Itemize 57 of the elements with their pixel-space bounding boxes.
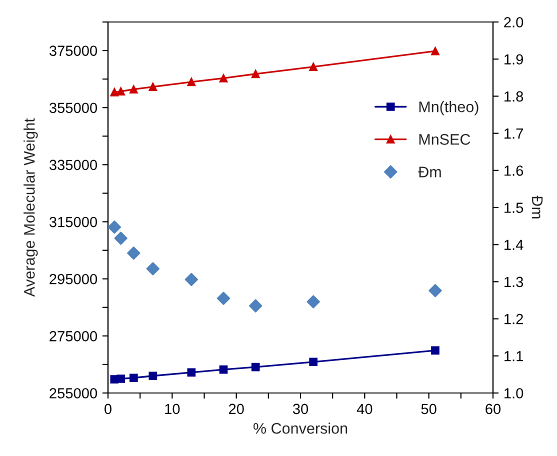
y-tick-label: 275000 <box>50 331 98 342</box>
point <box>127 246 140 260</box>
y-tick-label: 335000 <box>49 160 98 170</box>
x-tick-label: 20 <box>228 404 244 414</box>
point <box>116 374 125 383</box>
y2-tick-label: 1.5 <box>504 202 524 213</box>
y2-axis-title: Đm <box>532 196 543 218</box>
point <box>108 220 122 234</box>
y2-tick-label: 1.8 <box>504 91 524 102</box>
point <box>251 70 260 78</box>
point <box>251 362 260 372</box>
point <box>116 87 125 96</box>
point <box>148 82 158 91</box>
y-axis-title: Average Molecular Weight <box>24 118 38 297</box>
y2-tick-label: 2.0 <box>504 17 524 28</box>
legend-label: MnSEC <box>419 134 470 145</box>
legend-label: Mn(theo) <box>419 101 478 116</box>
y-tick-label: 255000 <box>50 388 98 398</box>
point <box>219 74 228 82</box>
point <box>146 262 160 276</box>
y2-tick-label: 1.4 <box>504 240 524 250</box>
point <box>110 88 119 96</box>
point <box>130 374 138 382</box>
x-tick-label: 30 <box>292 404 308 414</box>
point <box>187 368 196 377</box>
point <box>431 46 440 56</box>
point <box>184 272 198 286</box>
y2-tick-label: 1.2 <box>504 314 523 324</box>
y-tick-label: 295000 <box>50 274 98 284</box>
y2-tick-label: 1.7 <box>504 128 523 139</box>
point <box>306 295 320 308</box>
y2-tick-label: 1.0 <box>504 388 524 398</box>
x-tick-label: 60 <box>486 404 501 414</box>
y2-tick-label: 1.3 <box>504 276 524 288</box>
legend-label: Đm <box>418 166 441 178</box>
x-tick-label: 40 <box>356 404 372 414</box>
point <box>428 284 442 298</box>
x-tick-label: 10 <box>165 404 180 414</box>
y2-tick-label: 1.6 <box>504 166 524 176</box>
y2-tick-label: 1.1 <box>504 351 523 362</box>
x-tick-label: 0 <box>104 404 112 414</box>
point <box>114 232 128 245</box>
point <box>148 372 158 380</box>
y-tick-label: 315000 <box>49 216 98 228</box>
x-axis-title: % Conversion <box>253 422 348 434</box>
point <box>431 346 440 355</box>
point <box>309 62 318 71</box>
point <box>130 85 138 94</box>
y2-tick-label: 1.9 <box>504 54 523 65</box>
point <box>248 299 262 312</box>
point <box>219 365 228 374</box>
y-tick-label: 375000 <box>49 46 98 56</box>
x-tick-label: 50 <box>421 404 436 414</box>
point <box>216 292 230 305</box>
point <box>187 78 196 86</box>
y-tick-label: 355000 <box>49 102 98 114</box>
point <box>309 358 318 366</box>
